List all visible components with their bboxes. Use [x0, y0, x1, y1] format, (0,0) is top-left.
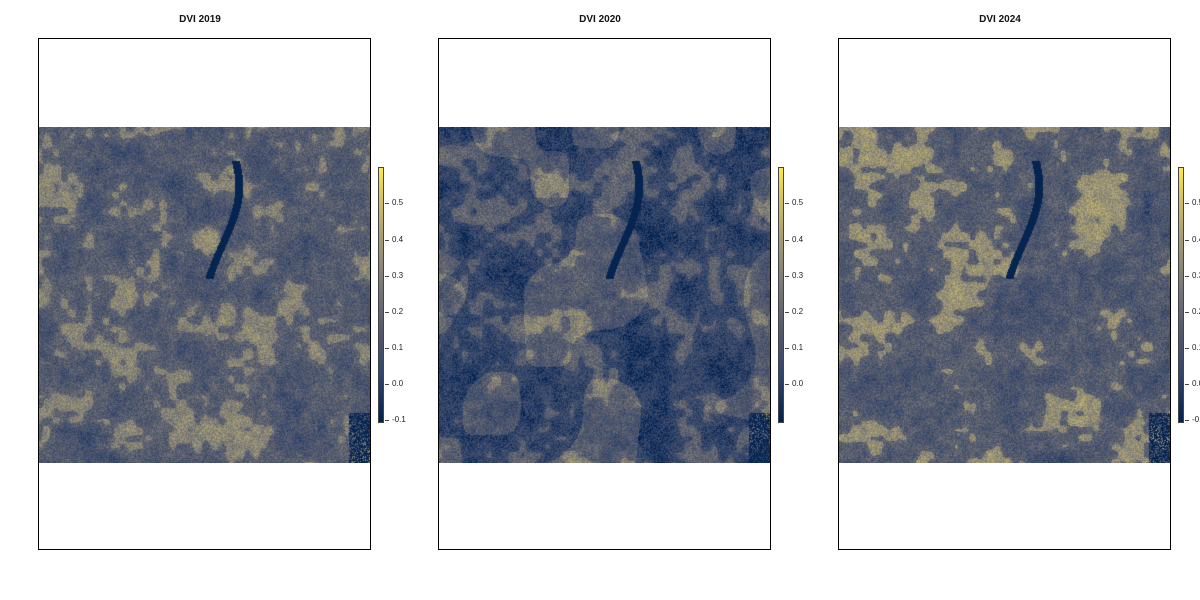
legend-label: 0.4 [1192, 235, 1200, 244]
legend-label: 0.0 [792, 379, 804, 388]
legend-tick [385, 203, 389, 204]
legend-label: 0.0 [392, 379, 404, 388]
legend-tick [1185, 276, 1189, 277]
panel-title: DVI 2020 [579, 14, 621, 25]
x-tick [576, 549, 577, 550]
legend-label: 0.2 [792, 307, 804, 316]
legend-tick [1185, 348, 1189, 349]
legend-tick [385, 420, 389, 421]
x-tick [533, 549, 534, 550]
x-tick [448, 549, 449, 550]
legend-label: 0.0 [1192, 379, 1200, 388]
legend-tick [385, 384, 389, 385]
map-panel-2024: DVI 2024 -35.4-35.6-35.8-36.0-36.2147.91… [800, 0, 1200, 600]
legend-tick [785, 312, 789, 313]
legend-label: 0.5 [1192, 198, 1200, 207]
legend-tick [385, 348, 389, 349]
legend-label: -0.1 [392, 415, 406, 424]
legend-tick [785, 203, 789, 204]
legend-tick [385, 312, 389, 313]
legend-tick [385, 240, 389, 241]
x-tick [976, 549, 977, 550]
legend-label: 0.5 [392, 198, 404, 207]
legend-label: 0.4 [392, 235, 404, 244]
legend-label: 0.2 [392, 307, 404, 316]
color-legend: 0.5 0.4 0.3 0.2 0.1 0.0 [778, 167, 803, 423]
x-tick [48, 549, 49, 550]
legend-tick [1185, 203, 1189, 204]
legend-label: 0.3 [1192, 271, 1200, 280]
x-tick [933, 549, 934, 550]
x-tick [1105, 549, 1106, 550]
legend-label: 0.2 [1192, 307, 1200, 316]
color-legend: 0.5 0.4 0.3 0.2 0.1 0.0 -0.1 [378, 167, 406, 424]
x-tick [348, 549, 349, 550]
x-tick [705, 549, 706, 550]
dvi-raster [39, 127, 370, 463]
x-tick [1148, 549, 1149, 550]
x-tick [491, 549, 492, 550]
x-tick [133, 549, 134, 550]
legend-label: 0.1 [792, 343, 804, 352]
legend-label: 0.3 [792, 271, 804, 280]
legend-label: -0.1 [1192, 415, 1200, 424]
dvi-raster [439, 127, 770, 463]
x-tick [1019, 549, 1020, 550]
legend-tick [1185, 384, 1189, 385]
map-panel-2019: DVI 2019 -35.4-35.6-35.8-36.0-36.2147.91… [0, 0, 406, 600]
panel-title: DVI 2024 [979, 14, 1021, 25]
legend-label: 0.1 [1192, 343, 1200, 352]
legend-tick [1185, 312, 1189, 313]
x-tick [176, 549, 177, 550]
x-tick [219, 549, 220, 550]
x-tick [262, 549, 263, 550]
x-tick [748, 549, 749, 550]
map-panel-2020: DVI 2020 -35.4-35.6-35.8-36.0-36.2147.91… [400, 0, 803, 600]
x-tick [305, 549, 306, 550]
x-tick [662, 549, 663, 550]
map-frame: -35.4-35.6-35.8-36.0-36.2147.9148.0148.1… [38, 38, 371, 550]
panel-title: DVI 2019 [179, 14, 221, 25]
x-tick [1062, 549, 1063, 550]
legend-tick [1185, 420, 1189, 421]
legend-label: 0.1 [392, 343, 404, 352]
legend-tick [785, 384, 789, 385]
map-frame: -35.4-35.6-35.8-36.0-36.2147.9148.0148.1… [438, 38, 771, 550]
x-tick [91, 549, 92, 550]
x-tick [848, 549, 849, 550]
legend-tick [385, 276, 389, 277]
x-tick [619, 549, 620, 550]
legend-tick [1185, 240, 1189, 241]
map-frame: -35.4-35.6-35.8-36.0-36.2147.9148.0148.1… [838, 38, 1171, 550]
dvi-raster [839, 127, 1170, 463]
legend-tick [785, 276, 789, 277]
legend-tick [785, 348, 789, 349]
legend-label: 0.4 [792, 235, 804, 244]
legend-tick [785, 240, 789, 241]
legend-label: 0.3 [392, 271, 404, 280]
x-tick [891, 549, 892, 550]
color-legend: 0.5 0.4 0.3 0.2 0.1 0.0 -0.1 [1178, 167, 1200, 424]
legend-label: 0.5 [792, 198, 804, 207]
